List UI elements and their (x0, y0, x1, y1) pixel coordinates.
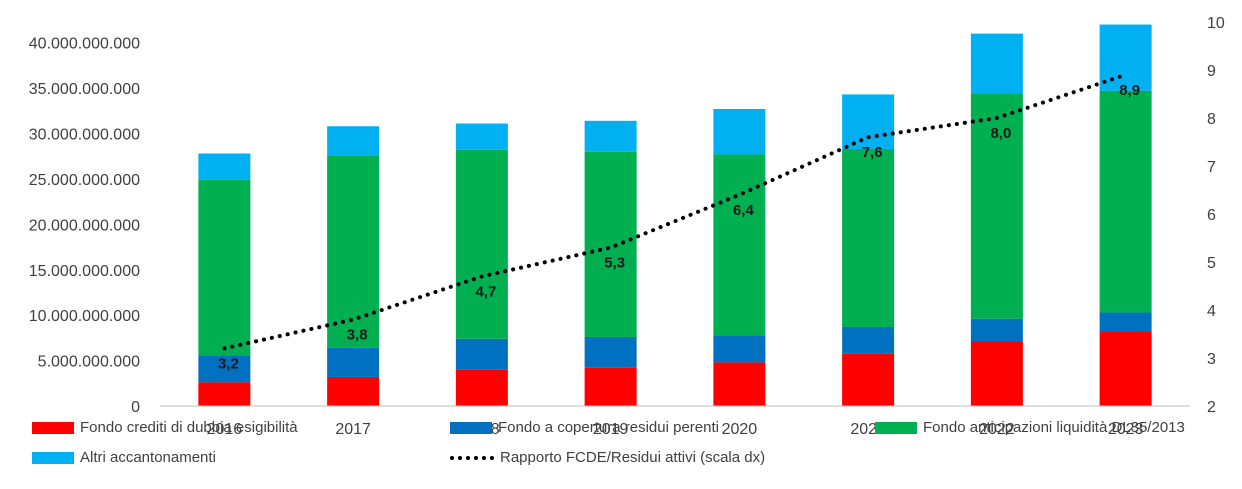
bar-segment-2022-s2 (970, 93, 1023, 319)
bar-segment-2022-s0 (970, 341, 1023, 406)
x-tick-label: 2017 (335, 421, 371, 438)
line-data-label: 8,9 (1119, 82, 1140, 99)
bar-segment-2023-s2 (1099, 90, 1152, 313)
x-tick-label: 2022 (979, 421, 1015, 438)
y2-tick-label: 4 (1207, 303, 1216, 320)
x-axis: 2016 2017 2018 2019 2020 2021 2022 2023 (207, 421, 1144, 438)
bar-segment-2019-s2 (584, 151, 637, 337)
bar-segment-2022-s3 (970, 33, 1023, 94)
x-tick-label: 2023 (1108, 421, 1144, 438)
bar-segment-2019-s0 (584, 367, 637, 406)
bar-segment-2017-s0 (327, 376, 380, 406)
bar-segment-2016-s1 (198, 355, 251, 383)
line-data-label: 3,8 (347, 327, 368, 344)
bar-segment-2017-s3 (327, 126, 380, 156)
bar-segment-2019-s3 (584, 120, 637, 152)
bar-segment-2018-s3 (455, 123, 508, 150)
x-tick-label: 2016 (207, 421, 243, 438)
y2-tick-label: 8 (1207, 111, 1216, 128)
line-data-label: 4,7 (475, 283, 496, 300)
y2-tick-label: 9 (1207, 63, 1216, 80)
bar-segment-2017-s2 (327, 155, 380, 348)
line-data-label: 8,0 (990, 125, 1011, 142)
bar-segment-2022-s1 (970, 318, 1023, 342)
y2-tick-label: 6 (1207, 207, 1216, 224)
bar-segment-2020-s3 (713, 109, 766, 155)
y2-tick-label: 10 (1207, 15, 1225, 32)
x-tick-label: 2021 (850, 421, 886, 438)
y2-tick-label: 5 (1207, 255, 1216, 272)
bar-segment-2021-s2 (842, 148, 895, 327)
bar-segment-2021-s0 (842, 353, 895, 406)
y-tick-label: 10.000.000.000 (29, 308, 140, 325)
x-tick-label: 2019 (593, 421, 629, 438)
line-data-label: 3,2 (218, 355, 239, 372)
line-data-label: 6,4 (733, 202, 755, 219)
bar-segment-2019-s1 (584, 336, 637, 368)
line-data-label: 5,3 (604, 255, 625, 272)
bar-segment-2020-s0 (713, 362, 766, 406)
bar-segment-2016-s0 (198, 382, 251, 406)
line-data-label: 7,6 (862, 144, 883, 161)
bar-segment-2016-s3 (198, 153, 251, 180)
bar-segment-2018-s2 (455, 149, 508, 339)
bar-segment-2023-s0 (1099, 331, 1152, 406)
bar-segment-2018-s1 (455, 338, 508, 370)
y2-tick-label: 3 (1207, 351, 1216, 368)
x-tick-label: 2018 (464, 421, 500, 438)
bar-layer (198, 24, 1152, 406)
bar-segment-2021-s1 (842, 326, 895, 354)
y-tick-label: 20.000.000.000 (29, 217, 140, 234)
y-tick-label: 30.000.000.000 (29, 127, 140, 144)
bar-segment-2023-s3 (1099, 24, 1152, 91)
bar-segment-2018-s0 (455, 369, 508, 406)
y-tick-label: 40.000.000.000 (29, 36, 140, 53)
bar-segment-2023-s1 (1099, 312, 1152, 332)
ratio-line (222, 72, 1128, 351)
line-data-labels: 3,2 3,8 4,7 5,3 6,4 7,6 8,0 8,9 (218, 82, 1140, 373)
y-axis-right: 2 3 4 5 6 7 8 9 10 (1207, 15, 1225, 416)
bar-segment-2020-s2 (713, 154, 766, 336)
bar-segment-2016-s2 (198, 179, 251, 356)
y-tick-label: 0 (131, 399, 140, 416)
y-tick-label: 25.000.000.000 (29, 172, 140, 189)
y2-tick-label: 2 (1207, 399, 1216, 416)
y-tick-label: 35.000.000.000 (29, 81, 140, 98)
y-axis-left: 0 5.000.000.000 10.000.000.000 15.000.000.0… (29, 36, 140, 416)
y-tick-label: 15.000.000.000 (29, 263, 140, 280)
y2-tick-label: 7 (1207, 159, 1216, 176)
x-tick-label: 2020 (722, 421, 758, 438)
y-tick-label: 5.000.000.000 (38, 354, 140, 371)
bar-segment-2021-s3 (842, 94, 895, 149)
bar-segment-2020-s1 (713, 335, 766, 363)
bar-segment-2017-s1 (327, 347, 380, 377)
